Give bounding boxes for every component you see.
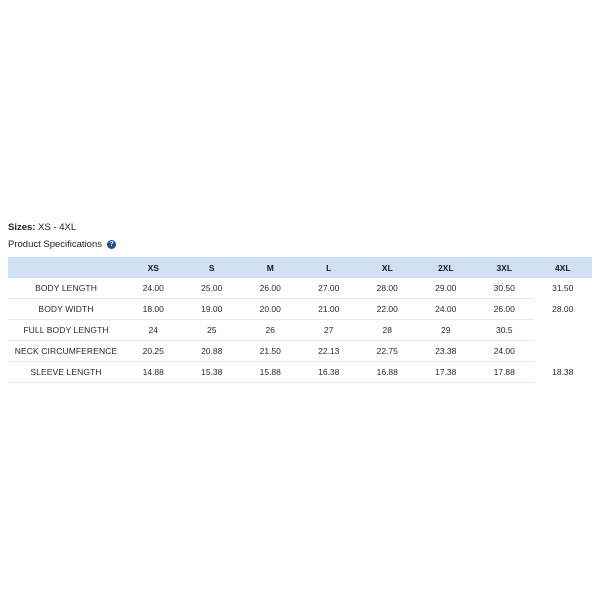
table-cell: 27 (299, 319, 358, 341)
table-row-sleeve-length: SLEEVE LENGTH 14.88 15.38 15.88 16.38 16… (8, 361, 592, 383)
header-cell-4xl: 4XL (533, 257, 592, 278)
row-label: SLEEVE LENGTH (8, 361, 124, 383)
table-cell: 25.00 (182, 278, 241, 299)
table-cell (533, 319, 592, 341)
product-specifications-heading: Product Specifications ? (8, 238, 592, 251)
header-cell-l: L (299, 257, 358, 278)
table-cell: 20.25 (124, 340, 183, 362)
table-cell: 24.00 (124, 278, 183, 299)
table-cell: 23.38 (416, 340, 475, 362)
sizes-value: XS - 4XL (38, 222, 77, 233)
table-cell: 30.50 (475, 278, 534, 299)
header-cell-xl: XL (358, 257, 417, 278)
table-cell: 29.00 (416, 278, 475, 299)
table-cell: 28.00 (533, 298, 592, 320)
table-cell: 16.38 (299, 361, 358, 383)
table-row-body-length: BODY LENGTH 24.00 25.00 26.00 27.00 28.0… (8, 278, 592, 299)
table-cell: 28 (358, 319, 417, 341)
table-cell: 15.88 (241, 361, 300, 383)
table-cell: 22.75 (358, 340, 417, 362)
header-cell-3xl: 3XL (475, 257, 534, 278)
table-cell: 22.13 (299, 340, 358, 362)
table-cell: 19.00 (182, 298, 241, 320)
product-specifications-title: Product Specifications (8, 239, 102, 250)
size-spec-table: XS S M L XL 2XL 3XL 4XL BODY LENGTH 24.0… (8, 257, 592, 383)
sizes-label: Sizes: (8, 222, 36, 233)
row-label: BODY WIDTH (8, 298, 124, 320)
table-cell: 18.38 (533, 361, 592, 383)
table-cell: 28.00 (358, 278, 417, 299)
table-cell: 27.00 (299, 278, 358, 299)
table-cell: 14.88 (124, 361, 183, 383)
table-cell: 21.00 (299, 298, 358, 320)
header-cell-blank (8, 257, 124, 278)
table-cell: 18.00 (124, 298, 183, 320)
table-cell: 29 (416, 319, 475, 341)
table-cell: 26 (241, 319, 300, 341)
table-cell: 22.00 (358, 298, 417, 320)
table-cell: 17.38 (416, 361, 475, 383)
table-cell: 21.50 (241, 340, 300, 362)
header-cell-m: M (241, 257, 300, 278)
table-cell: 15.38 (182, 361, 241, 383)
table-cell: 20.88 (182, 340, 241, 362)
table-row-full-body-length: FULL BODY LENGTH 24 25 26 27 28 29 30.5 (8, 319, 592, 341)
table-cell: 20.00 (241, 298, 300, 320)
table-cell: 24.00 (475, 340, 534, 362)
table-header-row: XS S M L XL 2XL 3XL 4XL (8, 257, 592, 278)
row-label: NECK CIRCUMFERENCE (8, 340, 124, 362)
table-cell: 31.50 (533, 278, 592, 299)
question-circle-icon[interactable]: ? (107, 240, 116, 249)
row-label: BODY LENGTH (8, 278, 124, 299)
header-cell-xs: XS (124, 257, 183, 278)
table-cell: 24.00 (416, 298, 475, 320)
table-cell: 17.88 (475, 361, 534, 383)
header-cell-2xl: 2XL (416, 257, 475, 278)
table-cell: 30.5 (475, 319, 534, 341)
table-row-neck-circumference: NECK CIRCUMFERENCE 20.25 20.88 21.50 22.… (8, 340, 592, 362)
sizes-line: Sizes: XS - 4XL (8, 222, 592, 234)
table-row-body-width: BODY WIDTH 18.00 19.00 20.00 21.00 22.00… (8, 298, 592, 320)
row-label: FULL BODY LENGTH (8, 319, 124, 341)
table-cell: 26.00 (475, 298, 534, 320)
table-cell (533, 340, 592, 362)
table-cell: 25 (182, 319, 241, 341)
size-chart-section: Sizes: XS - 4XL Product Specifications ?… (8, 222, 592, 383)
table-cell: 26.00 (241, 278, 300, 299)
table-cell: 24 (124, 319, 183, 341)
header-cell-s: S (182, 257, 241, 278)
table-cell: 16.88 (358, 361, 417, 383)
